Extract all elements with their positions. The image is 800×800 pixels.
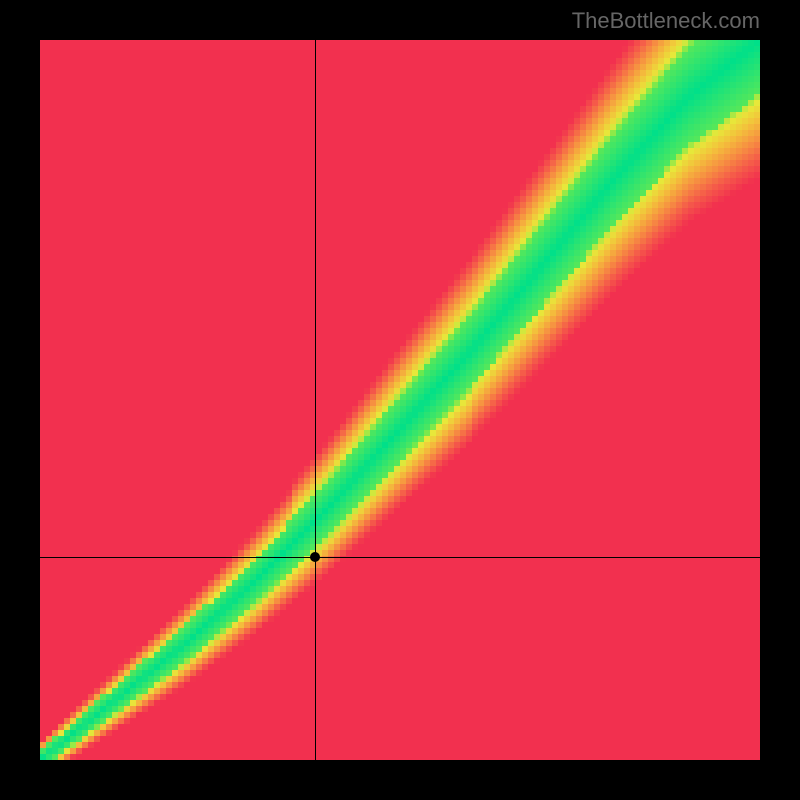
plot-area <box>40 40 760 760</box>
data-point-marker <box>310 552 320 562</box>
heatmap-canvas <box>40 40 760 760</box>
watermark-text: TheBottleneck.com <box>572 8 760 34</box>
crosshair-vertical <box>315 40 316 760</box>
crosshair-horizontal <box>40 557 760 558</box>
chart-container: TheBottleneck.com <box>0 0 800 800</box>
